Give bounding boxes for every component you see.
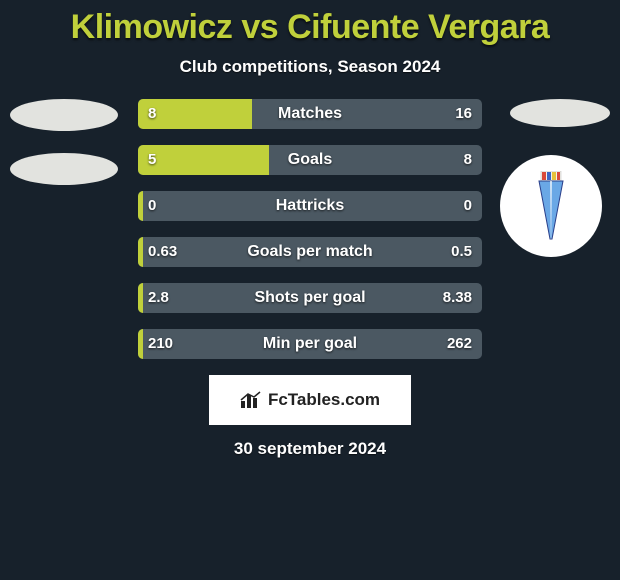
stat-value-right: 0: [464, 191, 472, 221]
stat-label: Goals per match: [138, 237, 482, 267]
stat-row: 2.8Shots per goal8.38: [138, 283, 482, 313]
footer-date: 30 september 2024: [0, 439, 620, 459]
infographic-container: Klimowicz vs Cifuente Vergara Club compe…: [0, 0, 620, 580]
ellipse-icon: [510, 99, 610, 127]
shield-icon: [536, 171, 566, 241]
player-right-logo: [510, 99, 610, 127]
brand-footer: FcTables.com: [209, 375, 411, 425]
page-title: Klimowicz vs Cifuente Vergara: [0, 0, 620, 47]
stat-label: Matches: [138, 99, 482, 129]
stat-row: 8Matches16: [138, 99, 482, 129]
stat-value-right: 8.38: [443, 283, 472, 313]
stat-value-right: 8: [464, 145, 472, 175]
stat-value-right: 262: [447, 329, 472, 359]
club-badge: [500, 155, 602, 257]
stat-label: Hattricks: [138, 191, 482, 221]
stat-value-right: 16: [455, 99, 472, 129]
player-left-logo: [10, 99, 118, 185]
stat-label: Goals: [138, 145, 482, 175]
ellipse-icon: [10, 99, 118, 131]
bars-icon: [240, 391, 262, 409]
stat-row: 0Hattricks0: [138, 191, 482, 221]
chart-area: 8Matches165Goals80Hattricks00.63Goals pe…: [0, 99, 620, 359]
subtitle: Club competitions, Season 2024: [0, 57, 620, 77]
stat-row: 0.63Goals per match0.5: [138, 237, 482, 267]
stat-value-right: 0.5: [451, 237, 472, 267]
stat-label: Shots per goal: [138, 283, 482, 313]
stat-row: 5Goals8: [138, 145, 482, 175]
stat-label: Min per goal: [138, 329, 482, 359]
brand-text: FcTables.com: [268, 390, 380, 410]
stat-row: 210Min per goal262: [138, 329, 482, 359]
ellipse-icon: [10, 153, 118, 185]
stats-bars: 8Matches165Goals80Hattricks00.63Goals pe…: [138, 99, 482, 359]
